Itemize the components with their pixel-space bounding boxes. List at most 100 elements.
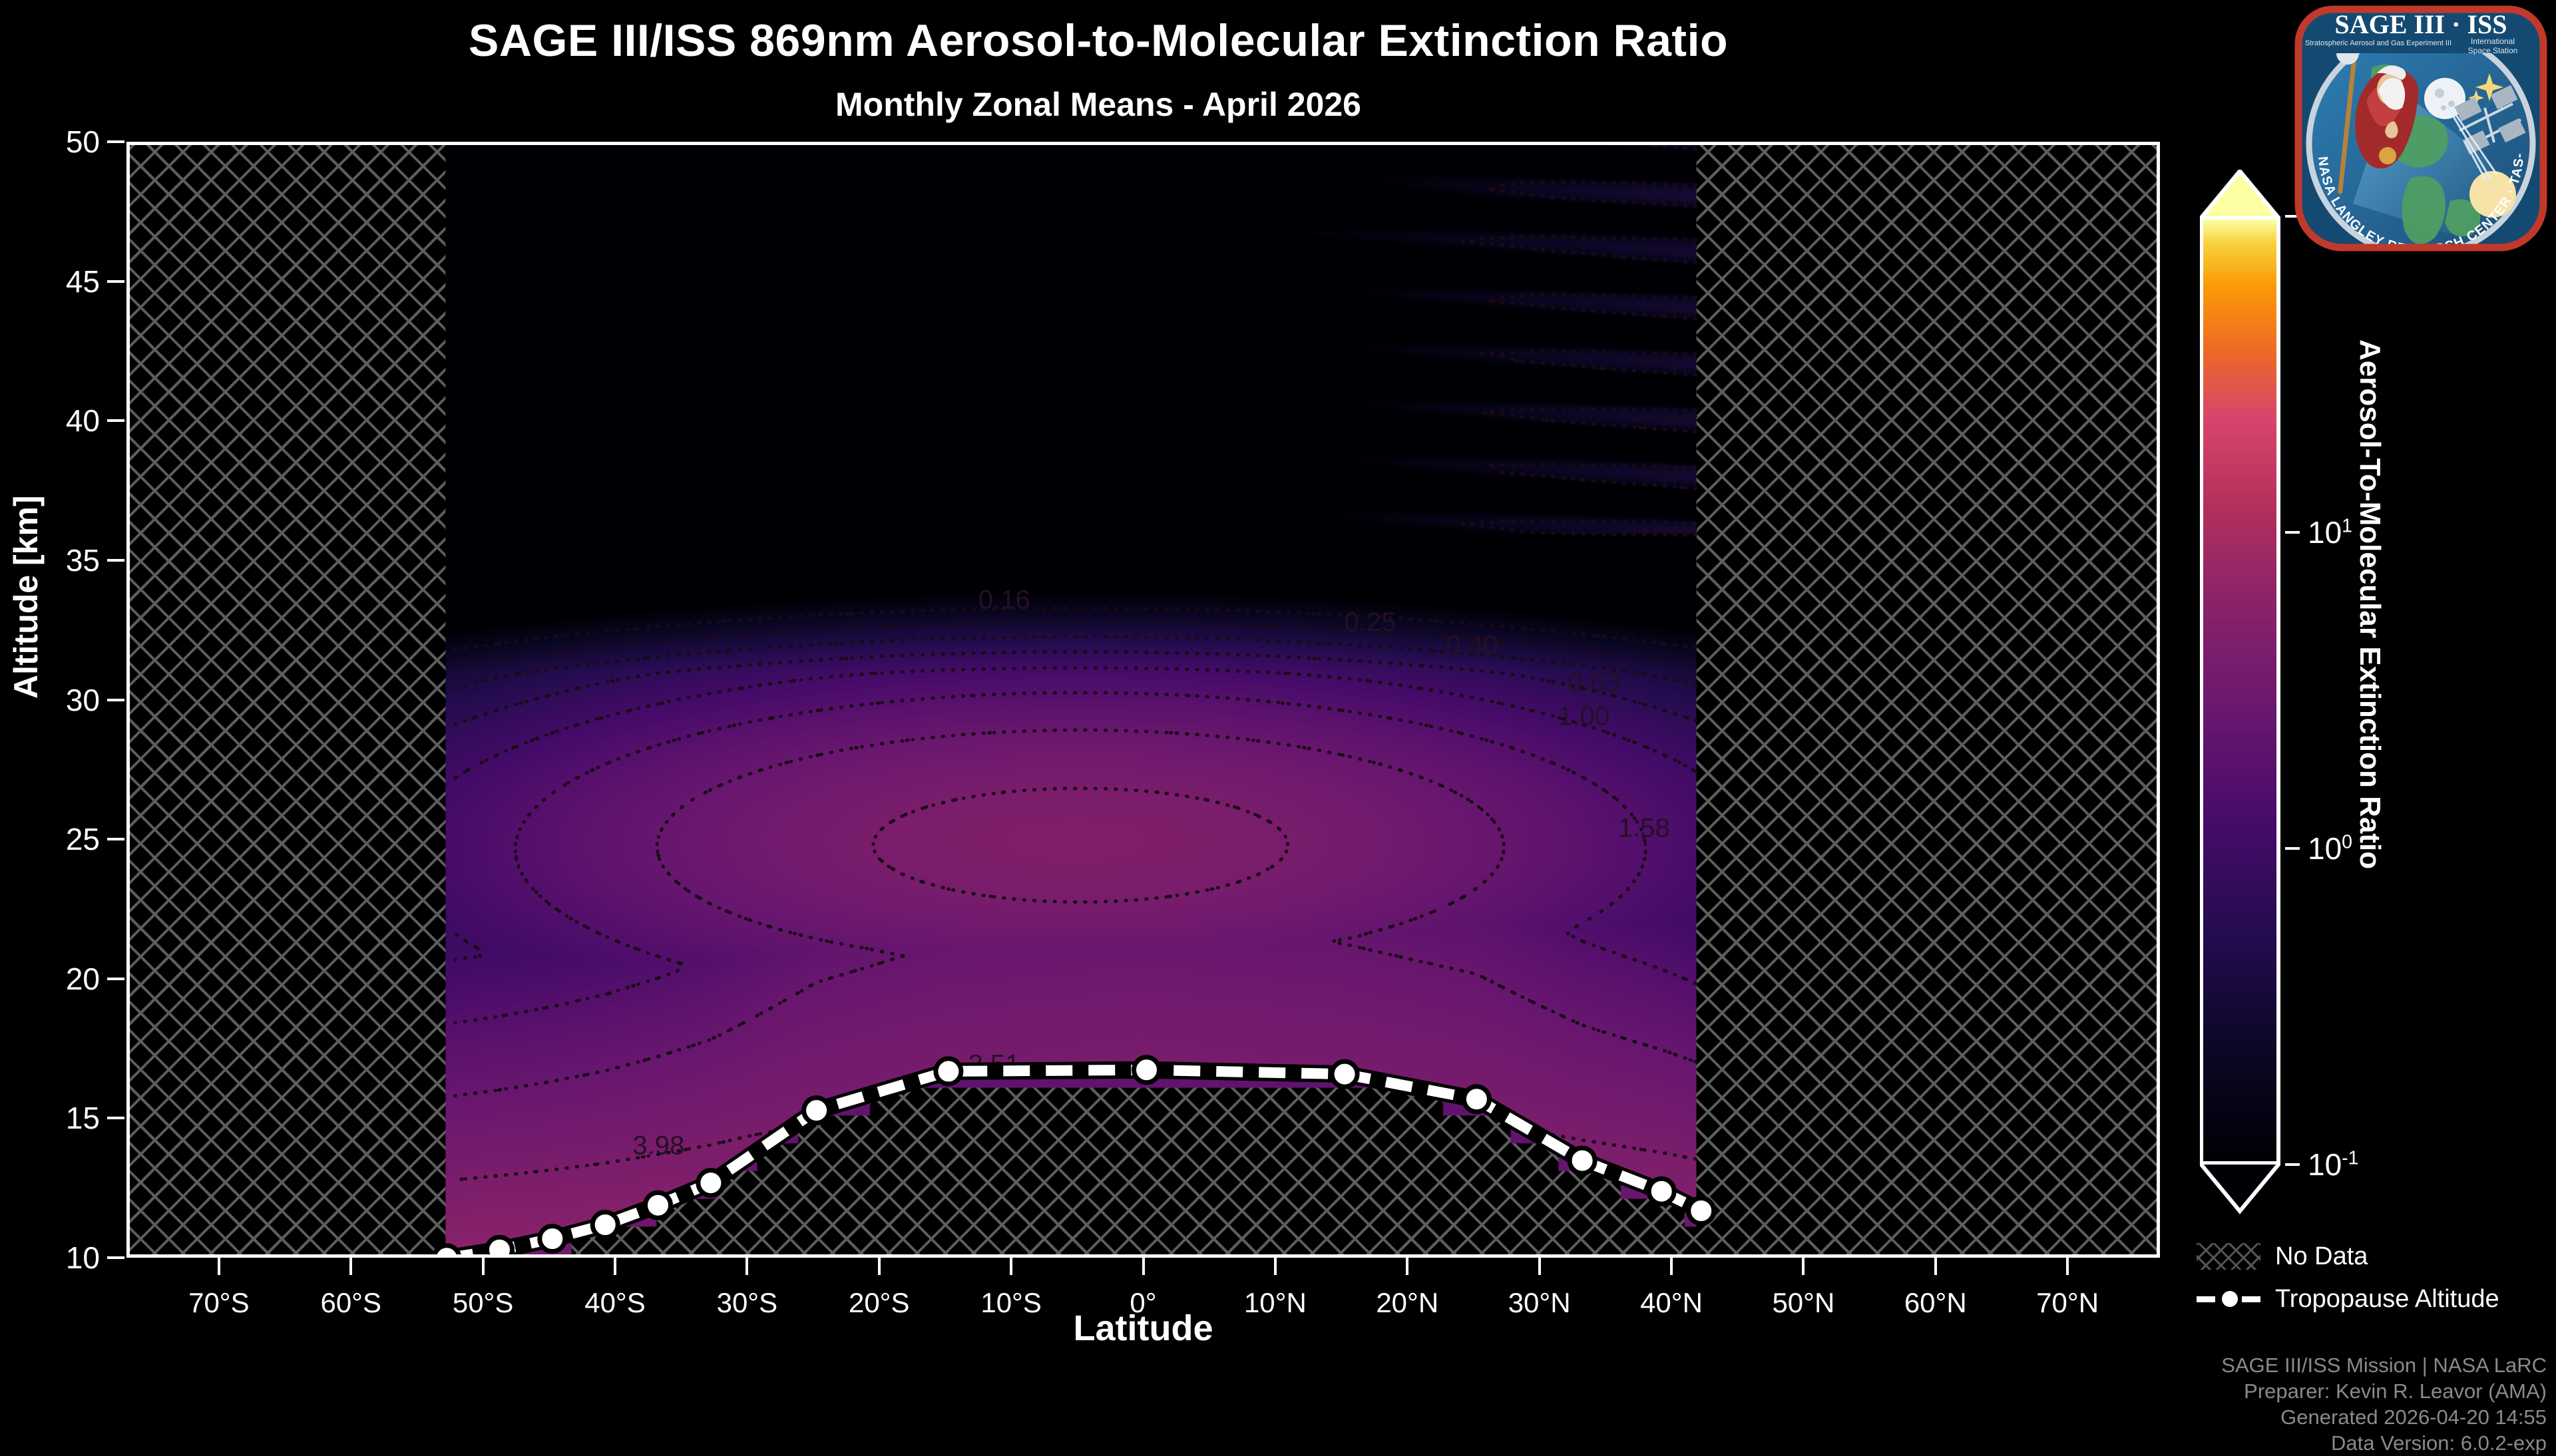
contour-line bbox=[1621, 892, 1625, 896]
legend-item-no-data: No Data bbox=[2197, 1238, 2556, 1275]
contour-line bbox=[893, 741, 903, 742]
footer-line-preparer: Preparer: Kevin R. Leavor (AMA) bbox=[2221, 1378, 2547, 1404]
contour-line bbox=[1543, 713, 1553, 716]
y-tick-mark bbox=[107, 699, 124, 701]
y-tick-label: 40 bbox=[20, 403, 100, 439]
contour-line bbox=[710, 1143, 720, 1145]
contour-line bbox=[1512, 706, 1522, 709]
contour-line bbox=[455, 934, 465, 940]
contour-line bbox=[1685, 201, 1695, 202]
contour-line bbox=[1187, 797, 1197, 799]
contour-line bbox=[1259, 816, 1269, 821]
contour-line bbox=[1584, 778, 1594, 784]
contour-line bbox=[1502, 987, 1512, 992]
logo-subtitle-right-1: International bbox=[2471, 37, 2515, 46]
contour-line bbox=[1434, 908, 1442, 912]
contour-line bbox=[1492, 466, 1502, 472]
contour-line bbox=[1381, 765, 1390, 767]
contour-line bbox=[862, 966, 872, 969]
colorbar: 10210110010-1 bbox=[2200, 170, 2280, 1211]
contour-line bbox=[750, 771, 760, 774]
contour-line bbox=[1645, 203, 1655, 204]
x-tick-mark bbox=[2066, 1258, 2069, 1275]
contours-and-tropopause-overlay: 0.160.250.400.631.001.582.513.98 bbox=[130, 145, 2160, 1258]
tropopause-marker bbox=[936, 1059, 961, 1084]
contour-line bbox=[1259, 869, 1269, 874]
y-tick-mark bbox=[107, 419, 124, 422]
colorbar-tick-mark bbox=[2285, 531, 2300, 534]
contour-line bbox=[1685, 374, 1695, 375]
contour-line bbox=[1269, 672, 1279, 673]
contour-line bbox=[1400, 685, 1410, 687]
contour-line bbox=[1685, 1157, 1695, 1159]
contour-line bbox=[1533, 418, 1543, 420]
y-tick-mark bbox=[107, 140, 124, 143]
contour-line bbox=[618, 942, 628, 946]
x-tick-mark bbox=[482, 1258, 485, 1275]
y-tick-mark bbox=[107, 838, 124, 840]
contour-line bbox=[673, 810, 679, 815]
contour-line bbox=[1685, 431, 1695, 432]
contour-line bbox=[1645, 657, 1655, 658]
contour-line bbox=[598, 763, 608, 768]
contour-line bbox=[1624, 1147, 1634, 1149]
x-tick-mark bbox=[878, 1258, 881, 1275]
contour-line bbox=[1584, 649, 1594, 651]
contour-line bbox=[1655, 1048, 1665, 1051]
contour-line bbox=[785, 997, 791, 1000]
contour-line bbox=[1411, 722, 1421, 724]
contour-line bbox=[1601, 910, 1604, 912]
contour-line bbox=[658, 974, 668, 978]
colorbar-tick-mark bbox=[2285, 1163, 2300, 1166]
page-title: SAGE III/ISS 869nm Aerosol-to-Molecular … bbox=[0, 15, 2197, 67]
contour-line bbox=[1604, 949, 1614, 952]
contour-label: 0.16 bbox=[978, 586, 1030, 615]
contour-line bbox=[1512, 642, 1522, 643]
tropopause-marker bbox=[646, 1192, 671, 1218]
contour-line bbox=[618, 988, 628, 991]
tropopause-marker bbox=[698, 1171, 724, 1196]
contour-line bbox=[1635, 743, 1645, 747]
contour-line bbox=[821, 643, 831, 644]
contour-line bbox=[1675, 714, 1685, 717]
contour-line bbox=[1452, 898, 1462, 903]
contour-line bbox=[1685, 369, 1695, 370]
contour-line bbox=[618, 711, 628, 713]
contour-line bbox=[730, 912, 740, 916]
contour-line bbox=[486, 644, 496, 645]
contour-line bbox=[1665, 365, 1675, 369]
contour-line bbox=[506, 674, 516, 676]
contour-line bbox=[1533, 249, 1535, 250]
sage-iii-iss-logo: SAGE III · ISS Stratospheric Aerosol and… bbox=[2293, 4, 2549, 253]
contour-line bbox=[1604, 1032, 1614, 1035]
contour-line bbox=[1568, 928, 1574, 934]
contour-line bbox=[1635, 1041, 1645, 1045]
contour-line bbox=[658, 1053, 668, 1057]
contour-line bbox=[984, 793, 994, 795]
contour-line bbox=[1584, 367, 1594, 368]
contour-line bbox=[1452, 968, 1462, 970]
contour-line bbox=[598, 932, 600, 934]
contour-line bbox=[468, 766, 475, 770]
contour-line bbox=[689, 733, 699, 736]
contour-line bbox=[1604, 255, 1614, 256]
contour-line bbox=[517, 743, 527, 747]
contour-line bbox=[638, 950, 648, 953]
contour-line bbox=[710, 786, 720, 791]
contour-line bbox=[1381, 927, 1390, 930]
contour-line bbox=[1543, 1007, 1546, 1008]
y-tick-mark bbox=[107, 559, 124, 562]
x-tick-mark bbox=[1538, 1258, 1541, 1275]
contour-line bbox=[953, 696, 963, 697]
logo-subtitle-left: Stratospheric Aerosol and Gas Experiment… bbox=[2305, 39, 2451, 47]
y-tick-label: 15 bbox=[20, 1100, 100, 1136]
contour-line bbox=[554, 790, 557, 792]
tropopause-marker bbox=[1689, 1198, 1714, 1224]
x-tick-label: 30°S bbox=[674, 1287, 820, 1319]
contour-line bbox=[781, 930, 791, 932]
tropopause-marker bbox=[1332, 1061, 1357, 1087]
contour-line bbox=[1564, 1017, 1574, 1021]
contour-line bbox=[1476, 884, 1482, 889]
y-tick-mark bbox=[107, 1256, 124, 1259]
contour-line bbox=[1272, 861, 1279, 866]
